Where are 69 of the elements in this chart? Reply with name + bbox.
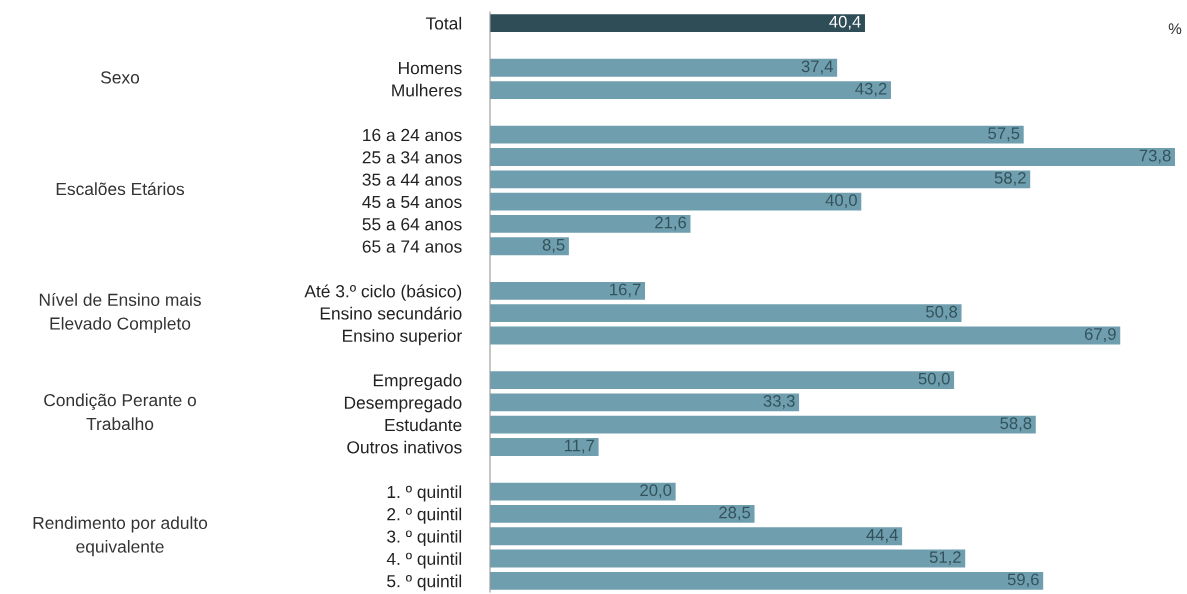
data-label: 51,2 [929, 551, 961, 565]
y-tick-label: Mulheres [392, 83, 462, 97]
bar [490, 438, 599, 456]
data-label: 11,7 [564, 439, 595, 454]
bar [490, 58, 838, 77]
data-label: 50,8 [926, 305, 958, 320]
y-tick-label: Ensino secundário [320, 306, 462, 320]
data-label: 16,7 [610, 283, 641, 298]
y-tick-label: 65 a 74 anos [362, 240, 462, 253]
data-label: 73,8 [1139, 149, 1171, 164]
bar [490, 125, 1024, 144]
y-tick-label: Homens [399, 62, 462, 75]
data-label: 8,5 [542, 238, 565, 253]
y-tick-label: 5. º quintil [387, 574, 462, 591]
bar [490, 170, 1031, 189]
y-tick-label: Empregado [373, 373, 462, 390]
y-tick-label: Estudante [385, 418, 462, 432]
data-label: 67,9 [1084, 328, 1116, 342]
data-label: 58,2 [994, 171, 1026, 186]
text: Escalões Etários [56, 182, 185, 196]
y-tick-label: Outros inativos [347, 440, 462, 454]
bar [490, 371, 955, 389]
bar [490, 505, 755, 523]
text: Sexo [101, 71, 140, 84]
data-label: 21,6 [655, 216, 687, 231]
bar [490, 14, 865, 33]
y-tick-label: 2. º quintil [387, 507, 462, 524]
y-tick-label: 45 a 54 anos [362, 195, 462, 209]
y-tick-label: 3. º quintil [387, 529, 462, 547]
y-tick-label: 35 a 44 anos [362, 173, 462, 186]
text: Condição Perante o Trabalho [44, 393, 197, 431]
y-tick-label: Ensino superior [343, 329, 462, 346]
bar [490, 237, 569, 256]
data-label: 40,4 [829, 15, 861, 30]
y-tick-label: Total [425, 16, 462, 30]
y-tick-label: Desempregado [344, 396, 462, 413]
data-label: 50,0 [918, 372, 950, 387]
bar [490, 281, 646, 300]
bar [490, 326, 1121, 345]
y-tick-label: 1. º quintil [387, 485, 462, 502]
bar [490, 549, 966, 568]
bar [490, 148, 1175, 166]
data-label: 44,4 [866, 529, 898, 543]
text: Rendimento por adulto equivalente [33, 516, 208, 557]
bar [490, 81, 891, 99]
y-tick-label: Até 3.º ciclo (básico) [304, 284, 462, 301]
bar [490, 192, 862, 211]
bar [490, 571, 1044, 590]
data-label: 57,5 [988, 127, 1020, 142]
text: Nível de Ensino mais Elevado Completo [39, 292, 201, 334]
bar [490, 393, 800, 412]
bar [490, 415, 1036, 434]
data-label: 58,8 [1000, 417, 1032, 432]
data-label: 59,6 [1007, 573, 1039, 588]
annotation: % [1168, 23, 1182, 35]
bar [490, 482, 676, 501]
bar [490, 527, 903, 546]
y-tick-label: 55 a 64 anos [362, 218, 462, 231]
bar [490, 215, 691, 233]
data-label: 20,0 [640, 484, 672, 499]
y-tick-label: 4. º quintil [386, 552, 462, 569]
data-label: 28,5 [719, 506, 751, 521]
data-label: 33,3 [763, 395, 795, 409]
y-tick-label: 25 a 34 anos [362, 151, 462, 164]
bar [490, 304, 962, 323]
y-tick-label: 16 a 24 anos [363, 128, 462, 142]
data-label: 37,4 [801, 60, 833, 75]
data-label: 40,0 [825, 194, 857, 209]
data-label: 43,2 [855, 82, 887, 97]
